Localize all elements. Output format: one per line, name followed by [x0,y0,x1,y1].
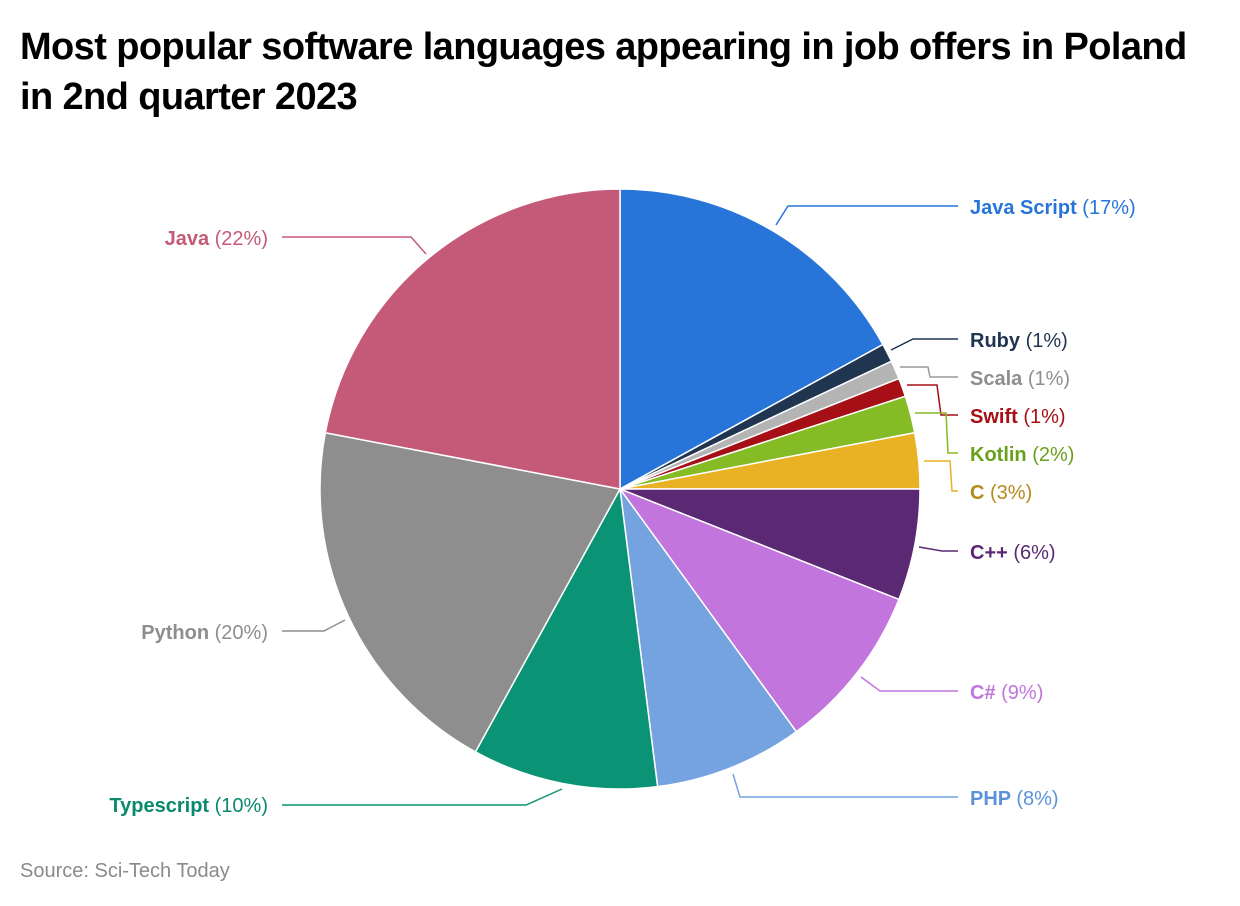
leader-line [915,412,958,454]
slice-label: Java (22%) [165,228,268,250]
leader-line [282,788,563,806]
pie-slice-typescript [474,486,659,790]
leader-line [890,338,958,351]
pie-slice-c- [617,487,900,733]
pie-slice-php [619,488,798,788]
leader-line [860,676,958,692]
slice-label: PHP (8%) [970,788,1059,810]
leader-line [775,205,958,226]
slice-label: C# (9%) [970,682,1043,704]
leader-line [282,619,346,632]
leader-line [900,366,958,378]
leader-line [732,773,958,798]
slice-label: Java Script (17%) [970,197,1136,219]
leader-line [918,546,958,552]
source-note: Source: Sci-Tech Today [20,860,230,882]
pie-slices [319,188,921,790]
pie-slice-java [324,188,621,490]
slice-label: Python (20%) [141,622,268,644]
slice-label: C++ (6%) [970,542,1056,564]
slice-label: Typescript (10%) [109,795,268,817]
slice-label: Scala (1%) [970,368,1070,390]
slice-label: Swift (1%) [970,406,1066,428]
leader-line [282,236,427,255]
leader-lines [282,205,958,806]
slice-labels: Java Script (17%) Ruby (1%) Scala (1%) Swif… [109,197,1135,817]
slice-label: Kotlin (2%) [970,444,1074,466]
chart-title: Most popular software languages appearin… [20,26,1187,118]
leader-line [924,460,958,492]
leader-line [907,384,958,416]
pie-slice-java-script [619,188,884,491]
pie-slice-python [319,431,622,753]
slice-label: C (3%) [970,482,1032,504]
slice-label: Ruby (1%) [970,330,1068,352]
